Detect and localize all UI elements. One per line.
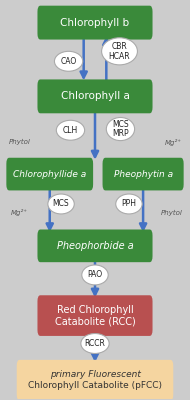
Ellipse shape: [48, 194, 74, 214]
Ellipse shape: [56, 120, 85, 140]
FancyBboxPatch shape: [37, 295, 153, 336]
Ellipse shape: [55, 51, 83, 71]
FancyBboxPatch shape: [6, 158, 93, 190]
FancyBboxPatch shape: [37, 6, 153, 40]
Text: Mg²⁺: Mg²⁺: [11, 209, 28, 216]
Text: Pheophorbide a: Pheophorbide a: [57, 241, 133, 251]
Text: Red Chlorophyll
Catabolite (RCC): Red Chlorophyll Catabolite (RCC): [55, 305, 135, 326]
FancyBboxPatch shape: [103, 158, 184, 190]
Ellipse shape: [82, 265, 108, 285]
Ellipse shape: [106, 118, 135, 141]
Text: CLH: CLH: [63, 126, 78, 135]
Text: primary Fluorescent: primary Fluorescent: [50, 370, 140, 379]
Ellipse shape: [102, 38, 137, 65]
Text: Chlorophyllide a: Chlorophyllide a: [13, 170, 86, 178]
FancyBboxPatch shape: [37, 80, 153, 113]
Text: Pheophytin a: Pheophytin a: [114, 170, 173, 178]
Text: MCS: MCS: [53, 200, 69, 208]
FancyBboxPatch shape: [17, 360, 173, 400]
Ellipse shape: [116, 194, 142, 214]
Text: MCS
MRP: MCS MRP: [112, 120, 129, 138]
Text: Chlorophyll b: Chlorophyll b: [60, 18, 130, 28]
Text: Chlorophyll Catabolite (pFCC): Chlorophyll Catabolite (pFCC): [28, 381, 162, 390]
Ellipse shape: [81, 334, 109, 354]
Text: Phytol: Phytol: [160, 210, 182, 216]
Text: PAO: PAO: [87, 270, 103, 280]
FancyBboxPatch shape: [37, 230, 153, 262]
Text: Phytol: Phytol: [9, 139, 30, 145]
Text: Chlorophyll a: Chlorophyll a: [61, 91, 129, 101]
Text: RCCR: RCCR: [85, 339, 105, 348]
Text: CBR
HCAR: CBR HCAR: [109, 42, 130, 61]
Text: CAO: CAO: [60, 57, 77, 66]
Text: Mg²⁺: Mg²⁺: [165, 139, 182, 146]
Text: PPH: PPH: [121, 200, 136, 208]
